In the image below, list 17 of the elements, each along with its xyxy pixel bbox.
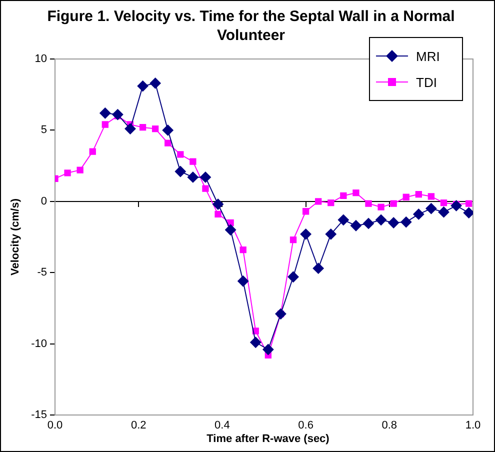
y-tick-label: 0 [40, 195, 47, 208]
x-tick-label: 0.2 [130, 420, 146, 432]
legend-label: MRI [416, 48, 440, 64]
x-tick-label: 0.8 [382, 420, 398, 432]
x-tick-label: 0.0 [47, 420, 63, 432]
x-tick-label: 0.4 [214, 420, 230, 432]
x-tick-label: 0.6 [298, 420, 314, 432]
y-tick-label: -5 [37, 266, 47, 279]
x-axis-title: Time after R-wave (sec) [206, 433, 330, 445]
y-tick-label: -15 [31, 409, 47, 422]
y-axis-title: Velocity (cm/s) [10, 198, 22, 276]
y-tick-label: 5 [40, 124, 47, 136]
y-tick-label: -10 [31, 338, 47, 350]
legend-label: TDI [416, 74, 437, 90]
chart-title: Figure 1. Velocity vs. Time for the Septal Wall in a Normal Volunteer [46, 7, 456, 45]
x-tick-label: 1.0 [465, 420, 481, 432]
y-tick-label: 10 [34, 53, 47, 66]
